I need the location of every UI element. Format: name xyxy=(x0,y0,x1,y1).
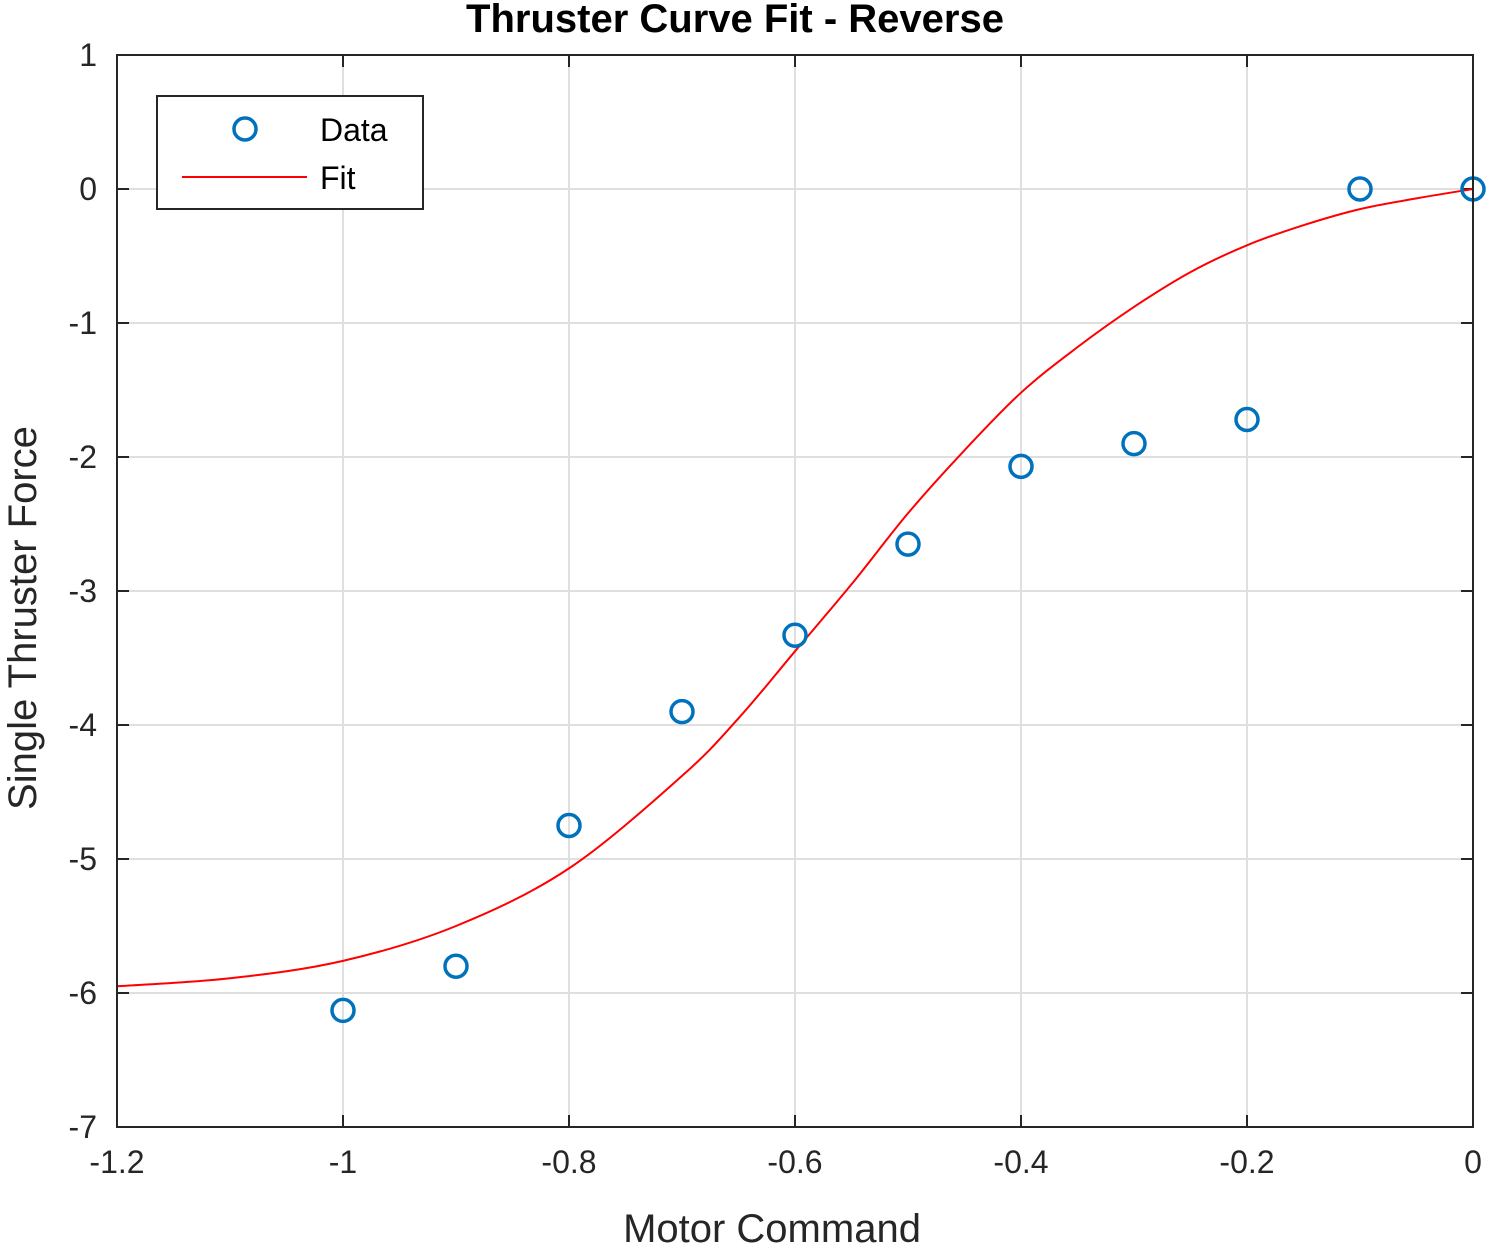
data-point xyxy=(895,531,921,557)
x-tick-label: 0 xyxy=(1464,1144,1482,1180)
y-tick-label: -7 xyxy=(69,1109,97,1145)
y-tick-label: -1 xyxy=(69,305,97,341)
y-tick-label: 1 xyxy=(79,37,97,73)
legend: Data Fit xyxy=(156,95,424,210)
x-tick-label: -0.2 xyxy=(1219,1144,1274,1180)
data-point xyxy=(556,812,582,839)
y-tick-label: -6 xyxy=(69,975,97,1011)
tick-labels: -1.2 -1 -0.8 -0.6 -0.4 -0.2 0 1 0 -1 -2 -3 -4 -5 -6 -7 xyxy=(69,37,1482,1180)
data-point xyxy=(1234,406,1260,433)
x-tick-label: -1 xyxy=(329,1144,357,1180)
axes-frame xyxy=(116,54,1474,1128)
x-tick-label: -0.4 xyxy=(993,1144,1048,1180)
fit-series xyxy=(116,188,1474,988)
y-tick-label: -3 xyxy=(69,573,97,609)
data-series xyxy=(330,176,1486,1024)
legend-data-label: Data xyxy=(320,112,388,148)
x-tick-label: -1.2 xyxy=(89,1144,144,1180)
x-axis-label: Motor Command xyxy=(623,1207,921,1247)
x-tick-label: -0.6 xyxy=(767,1144,822,1180)
y-tick-label: 0 xyxy=(79,171,97,207)
y-tick-label: -2 xyxy=(69,439,97,475)
legend-data-marker xyxy=(232,116,258,142)
legend-box xyxy=(156,95,424,210)
fit-line xyxy=(116,188,1474,988)
chart-title: Thruster Curve Fit - Reverse xyxy=(466,0,1004,41)
y-tick-label: -4 xyxy=(69,707,97,743)
data-point xyxy=(782,622,808,648)
data-point xyxy=(669,698,695,725)
legend-fit-label: Fit xyxy=(320,160,356,196)
y-tick-label: -5 xyxy=(69,841,97,877)
data-point xyxy=(1347,176,1373,202)
y-axis-label: Single Thruster Force xyxy=(1,426,45,810)
x-tick-label: -0.8 xyxy=(541,1144,596,1180)
data-point xyxy=(1121,430,1147,457)
data-point xyxy=(330,997,356,1024)
data-point xyxy=(1008,453,1034,480)
data-point xyxy=(443,953,469,979)
